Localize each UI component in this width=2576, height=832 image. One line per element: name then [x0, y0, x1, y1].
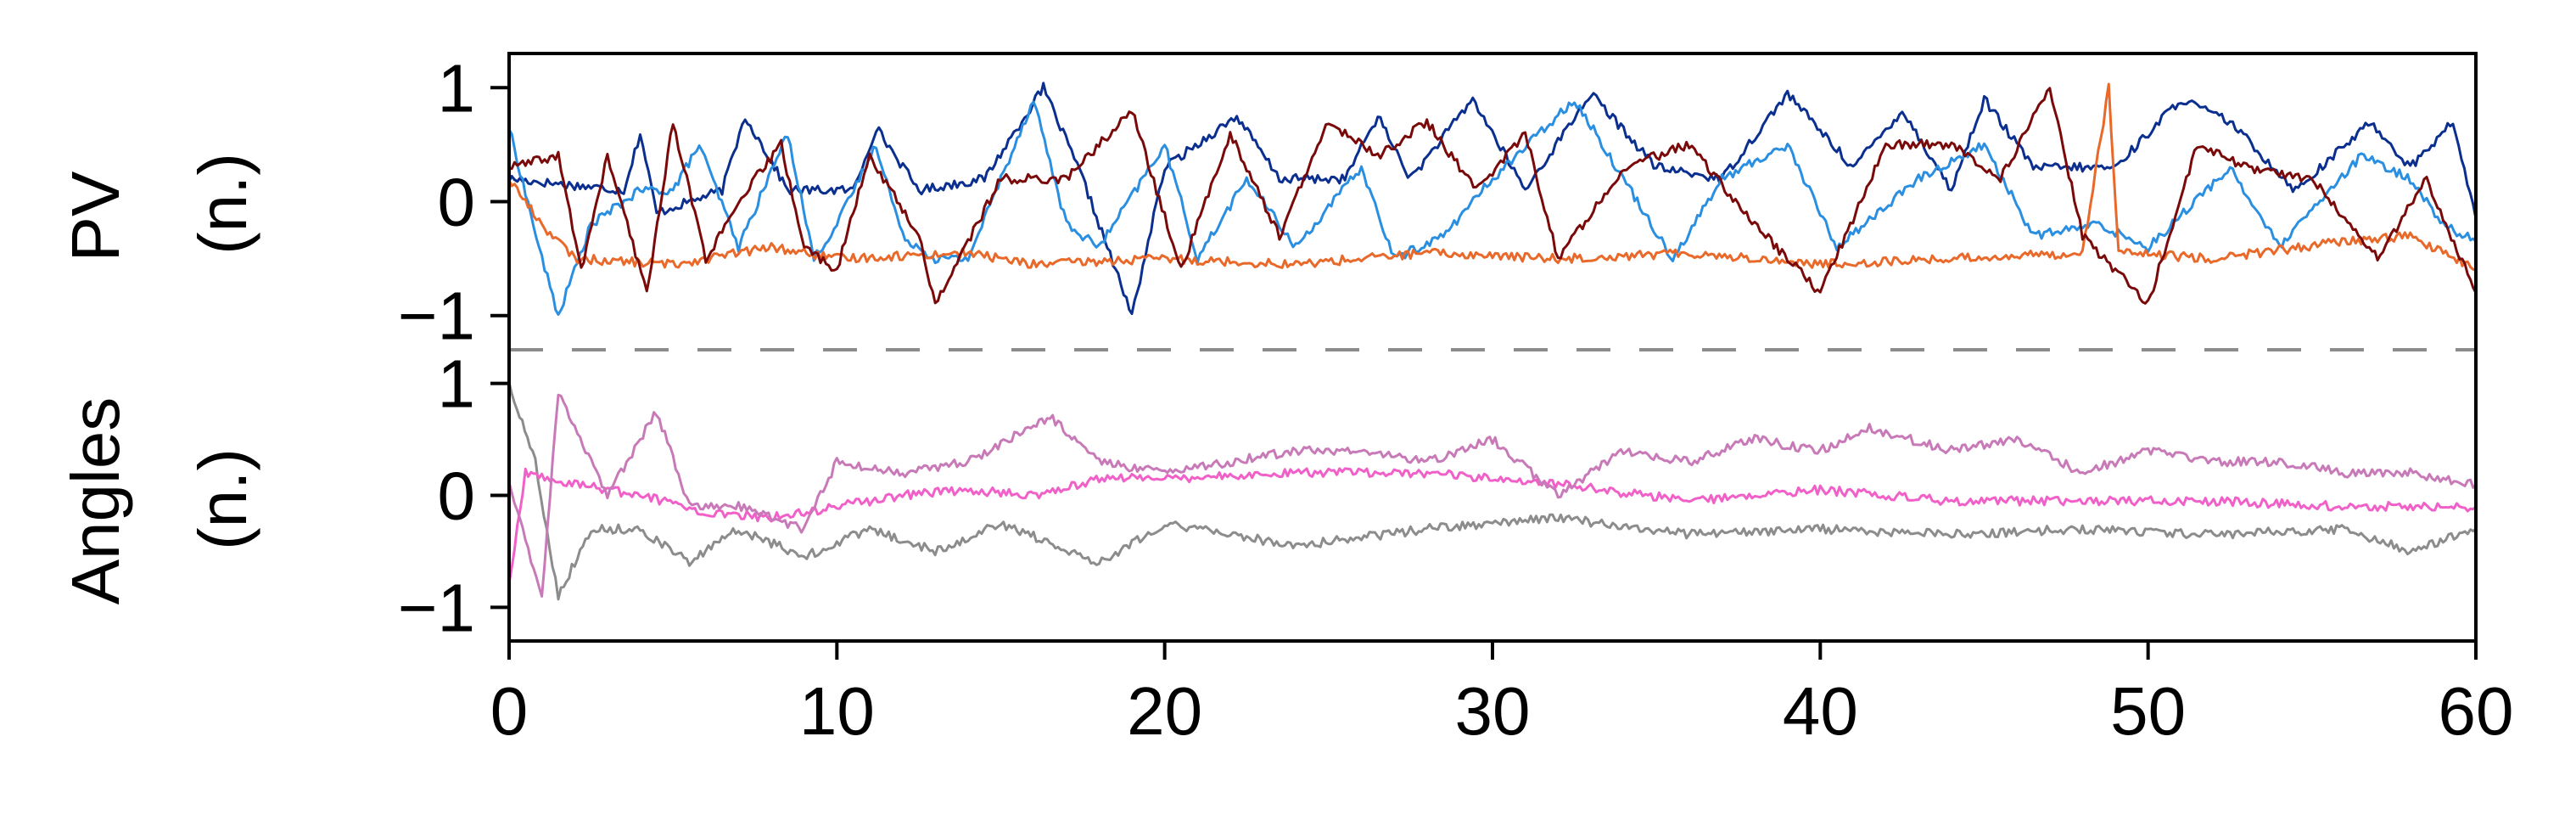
top-yticks: 1 0 −1	[398, 50, 509, 354]
xtick-label-5: 50	[2110, 673, 2186, 749]
series-line-top-3	[508, 87, 2478, 305]
ytick-label-bottom-1: 0	[438, 458, 476, 534]
top-ylabel-line2: (n.)	[185, 153, 260, 255]
xtick-label-6: 60	[2439, 673, 2514, 749]
xticks: 0 10 20 30 40 50 60	[490, 641, 2514, 749]
series-line-top-0	[507, 82, 2478, 316]
xtick-label-3: 30	[1455, 673, 1531, 749]
top-series-group	[507, 82, 2478, 316]
bottom-yticks: 1 0 −1	[398, 346, 509, 645]
bottom-ylabel-line1: Angles	[58, 397, 133, 605]
bottom-series-group	[507, 381, 2478, 601]
ytick-label-top-1: 0	[438, 165, 476, 240]
series-line-bottom-1	[507, 467, 2478, 584]
series-line-top-2	[507, 82, 2477, 272]
series-line-bottom-2	[507, 393, 2478, 598]
ytick-label-bottom-0: 1	[438, 346, 476, 422]
bottom-ylabel-line2: (n.)	[185, 448, 260, 550]
xtick-label-2: 20	[1127, 673, 1202, 749]
top-panel: 1 0 −1 PV (n.)	[58, 50, 2478, 354]
top-ylabel-line1: PV	[58, 171, 133, 261]
series-line-top-1	[507, 100, 2478, 316]
plot-frame	[507, 52, 2478, 643]
ytick-label-top-0: 1	[438, 50, 476, 126]
xtick-label-0: 0	[490, 673, 529, 749]
series-line-bottom-0	[507, 381, 2477, 601]
xtick-label-1: 10	[799, 673, 875, 749]
ytick-label-bottom-2: −1	[398, 570, 475, 645]
xtick-label-4: 40	[1783, 673, 1858, 749]
bottom-panel: 10−1 0 10 20 30 40 50 60 Angles (n.)	[58, 346, 2513, 749]
ytick-label-top-2: −1	[398, 278, 475, 354]
